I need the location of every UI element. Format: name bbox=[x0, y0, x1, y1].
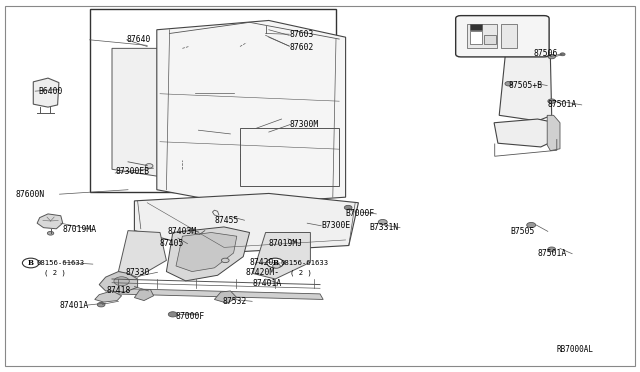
Text: 87602: 87602 bbox=[289, 43, 314, 52]
Polygon shape bbox=[509, 33, 541, 50]
Circle shape bbox=[262, 33, 269, 36]
Polygon shape bbox=[95, 291, 122, 302]
Text: 87501A: 87501A bbox=[547, 100, 577, 109]
Bar bbox=[90, 9, 336, 192]
Polygon shape bbox=[253, 232, 310, 279]
Polygon shape bbox=[109, 288, 323, 299]
Circle shape bbox=[548, 247, 556, 251]
Polygon shape bbox=[499, 48, 552, 121]
Text: B6400: B6400 bbox=[38, 87, 63, 96]
Text: B7300E: B7300E bbox=[321, 221, 351, 230]
Polygon shape bbox=[182, 46, 240, 169]
Bar bbox=[470, 31, 482, 44]
Circle shape bbox=[168, 312, 177, 317]
Text: B: B bbox=[272, 259, 278, 267]
Circle shape bbox=[344, 205, 352, 210]
Circle shape bbox=[560, 53, 565, 56]
Text: B7000F: B7000F bbox=[346, 209, 375, 218]
Bar bbox=[467, 24, 497, 48]
Circle shape bbox=[505, 81, 513, 86]
Text: 87000F: 87000F bbox=[176, 312, 205, 321]
Text: 87505+B: 87505+B bbox=[509, 81, 543, 90]
Text: 08156-61633: 08156-61633 bbox=[280, 260, 328, 266]
Text: B7505: B7505 bbox=[511, 227, 535, 236]
Circle shape bbox=[267, 258, 284, 268]
Polygon shape bbox=[304, 41, 330, 153]
Polygon shape bbox=[176, 232, 237, 272]
Text: 87330: 87330 bbox=[125, 268, 150, 277]
Circle shape bbox=[97, 302, 105, 307]
Text: 87019MA: 87019MA bbox=[63, 225, 97, 234]
Circle shape bbox=[47, 231, 54, 235]
Text: 87401A: 87401A bbox=[252, 279, 282, 288]
Polygon shape bbox=[494, 119, 557, 147]
Text: 87600N: 87600N bbox=[16, 190, 45, 199]
Text: 87455: 87455 bbox=[214, 216, 239, 225]
Text: B: B bbox=[28, 259, 34, 267]
Circle shape bbox=[273, 264, 280, 268]
Text: 87300M: 87300M bbox=[290, 120, 319, 129]
Circle shape bbox=[114, 277, 129, 286]
Circle shape bbox=[527, 222, 536, 228]
Circle shape bbox=[378, 219, 387, 225]
Polygon shape bbox=[240, 43, 304, 162]
Text: 87418: 87418 bbox=[107, 286, 131, 295]
Bar bbox=[202, 141, 230, 156]
FancyBboxPatch shape bbox=[456, 16, 549, 57]
Text: 87420M-: 87420M- bbox=[246, 268, 280, 277]
Text: 87401A: 87401A bbox=[60, 301, 89, 310]
Circle shape bbox=[22, 258, 39, 268]
Polygon shape bbox=[33, 78, 59, 107]
Text: 87300EB: 87300EB bbox=[115, 167, 149, 176]
Bar bbox=[484, 35, 496, 44]
Text: 87506: 87506 bbox=[533, 49, 557, 58]
Text: 87019MJ: 87019MJ bbox=[269, 239, 303, 248]
Polygon shape bbox=[214, 291, 237, 303]
Polygon shape bbox=[118, 231, 166, 277]
Text: 87403M: 87403M bbox=[168, 227, 197, 236]
Polygon shape bbox=[99, 272, 138, 292]
Text: 87640: 87640 bbox=[127, 35, 151, 44]
Text: 87405: 87405 bbox=[159, 239, 184, 248]
Bar bbox=[240, 128, 339, 186]
Bar bbox=[501, 24, 517, 48]
Text: 87603: 87603 bbox=[289, 30, 314, 39]
Polygon shape bbox=[134, 289, 154, 301]
Polygon shape bbox=[166, 227, 250, 281]
Polygon shape bbox=[547, 115, 560, 151]
Text: 87420: 87420 bbox=[250, 258, 274, 267]
Text: B7331N: B7331N bbox=[369, 223, 399, 232]
Text: ( 2 ): ( 2 ) bbox=[290, 269, 312, 276]
Text: 08156-61633: 08156-61633 bbox=[36, 260, 84, 266]
Text: 87501A: 87501A bbox=[538, 249, 567, 258]
Polygon shape bbox=[112, 48, 182, 179]
Text: 87532: 87532 bbox=[223, 297, 247, 306]
Bar bbox=[470, 24, 482, 30]
Text: ( 2 ): ( 2 ) bbox=[44, 269, 65, 276]
Circle shape bbox=[548, 99, 556, 103]
Circle shape bbox=[145, 164, 153, 168]
Circle shape bbox=[548, 54, 556, 59]
Text: RB7000AL: RB7000AL bbox=[557, 345, 594, 354]
Polygon shape bbox=[134, 193, 358, 253]
Circle shape bbox=[221, 258, 229, 263]
Polygon shape bbox=[157, 20, 346, 205]
Polygon shape bbox=[37, 214, 63, 229]
